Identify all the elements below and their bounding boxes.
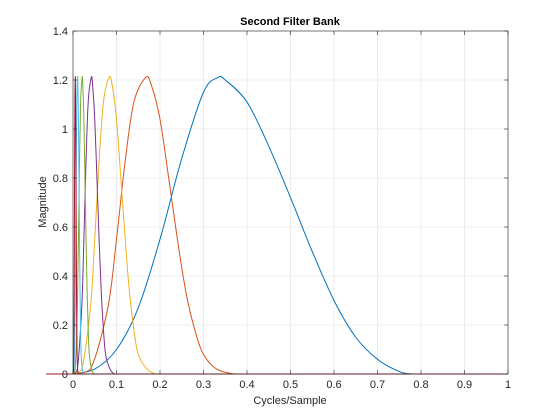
- y-axis-label: Magnitude: [37, 176, 49, 227]
- x-tick-label: 0.4: [239, 379, 254, 391]
- x-tick-label: 0: [70, 379, 76, 391]
- x-tick-label: 0.3: [196, 379, 211, 391]
- y-tick-label: 0.2: [53, 320, 68, 332]
- y-tick-label: 0.6: [53, 222, 68, 234]
- x-tick-label: 1: [505, 379, 511, 391]
- grid: [72, 30, 509, 375]
- y-tick-label: 0.4: [53, 271, 68, 283]
- x-axis-label: Cycles/Sample: [253, 395, 326, 407]
- x-tick-label: 0.1: [109, 379, 124, 391]
- filter-response-line-6: [51, 76, 509, 375]
- y-tick-label: 0: [62, 369, 68, 381]
- x-tick-label: 0.9: [457, 379, 472, 391]
- y-tick-label: 0.8: [53, 173, 68, 185]
- chart-title: Second Filter Bank: [240, 16, 341, 28]
- x-tick-label: 0.5: [283, 379, 298, 391]
- ticks: 0 0.1 0.2 0.3 0.4 0.5 0.6 0.7 0.8 0.9 1 0 0.2 0.4 0.6 0…: [53, 26, 511, 391]
- series-lines: [46, 75, 509, 375]
- filter-response-line-1: [72, 75, 509, 375]
- x-tick-label: 0.8: [413, 379, 428, 391]
- filter-response-line-7: [46, 76, 509, 375]
- x-tick-label: 0.6: [326, 379, 341, 391]
- x-tick-label: 0.7: [370, 379, 385, 391]
- y-tick-label: 1.4: [53, 26, 68, 38]
- y-tick-label: 1: [62, 124, 68, 136]
- y-tick-label: 1.2: [53, 75, 68, 87]
- x-tick-label: 0.2: [152, 379, 167, 391]
